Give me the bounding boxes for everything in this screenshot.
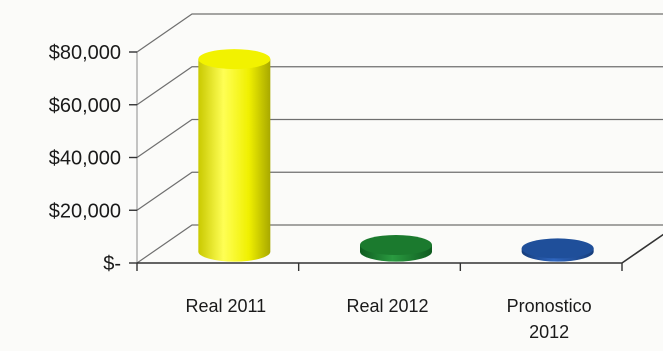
x-category-label: 2012 [529,322,569,342]
y-tick-label: $- [103,253,121,275]
gridline [136,66,663,106]
y-tick-label: $80,000 [49,42,121,64]
x-category-label: Real 2011 [185,296,266,316]
y-tick-label: $40,000 [49,148,121,170]
bar-real-2011 [198,49,271,262]
gridline [136,118,663,158]
bar-top [521,238,594,259]
bar-top [198,49,271,70]
bar-pronostico-2012 [521,238,594,262]
x-category-label: Real 2012 [346,296,428,316]
y-tick-label: $60,000 [49,95,121,117]
bar-body [198,59,271,262]
x-axis-category-labels: Real 2011 Real 2012 Pronostico 2012 [185,296,591,342]
gridline [136,171,663,211]
x-category-label: Pronostico [507,296,592,316]
y-tick-label: $20,000 [49,200,121,222]
gridline [136,224,663,264]
gridline [136,13,663,53]
y-axis-tick-labels: $- $20,000 $40,000 $60,000 $80,000 [49,42,137,275]
bar-real-2012 [360,235,432,262]
gridlines [136,13,663,264]
bar-top [360,235,432,256]
bars [198,49,594,262]
